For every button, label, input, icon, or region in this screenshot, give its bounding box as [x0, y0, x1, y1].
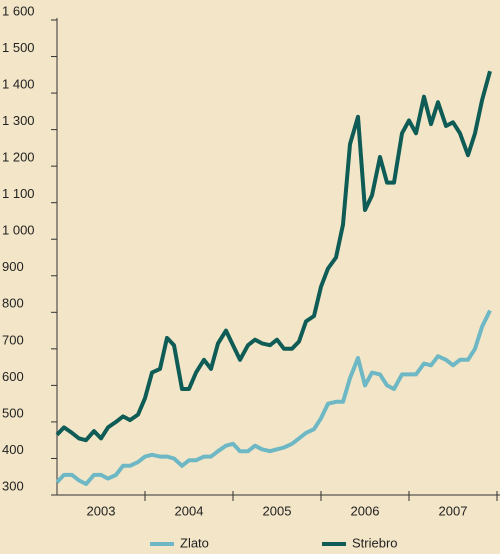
x-tick-label: 2007 [439, 503, 468, 518]
x-tick-label: 2006 [351, 503, 380, 518]
x-tick-label: 2005 [263, 503, 292, 518]
y-tick-label: 700 [2, 332, 24, 347]
y-tick-label: 1 200 [2, 150, 35, 165]
y-tick-label: 400 [2, 442, 24, 457]
y-tick-label: 800 [2, 296, 24, 311]
y-tick-label: 300 [2, 478, 24, 493]
x-tick-label: 2004 [175, 503, 204, 518]
series-line [55, 70, 492, 443]
series-line [55, 309, 492, 486]
y-tick-label: 1 400 [2, 77, 35, 92]
legend-label: Zlato [180, 535, 209, 549]
y-tick-label: 1 100 [2, 186, 35, 201]
y-tick-label: 1 300 [2, 113, 35, 128]
y-tick-label: 1 000 [2, 223, 35, 238]
y-tick-label: 1 600 [2, 3, 35, 18]
y-tick-label: 900 [2, 259, 24, 274]
legend-label: Striebro [352, 535, 398, 549]
x-tick-label: 2003 [87, 503, 116, 518]
y-tick-label: 1 500 [2, 40, 35, 55]
y-tick-label: 500 [2, 405, 24, 420]
y-tick-label: 600 [2, 369, 24, 384]
